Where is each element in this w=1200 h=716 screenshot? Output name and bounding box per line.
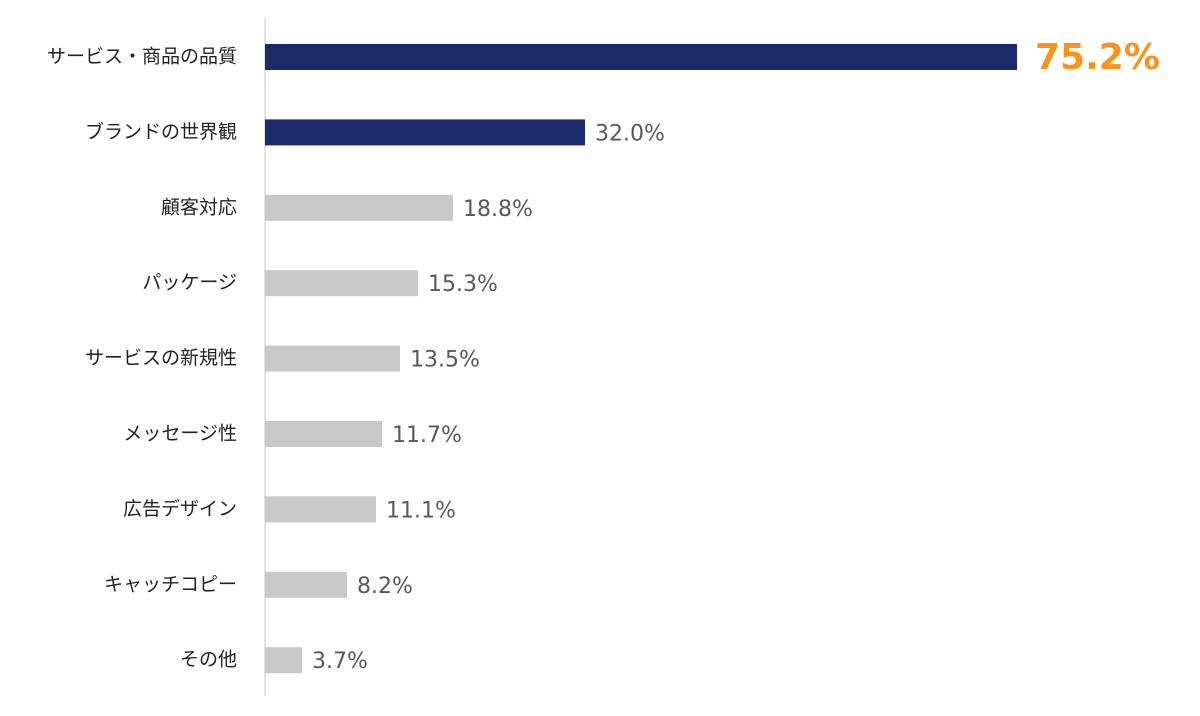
bar [265, 571, 347, 598]
value-label: 3.7% [312, 649, 368, 674]
category-label: メッセージ性 [123, 423, 237, 445]
category-label: 広告デザイン [123, 498, 237, 520]
value-label: 75.2% [1035, 37, 1160, 78]
bar [265, 119, 585, 146]
value-label: 32.0% [595, 121, 665, 146]
value-label: 13.5% [410, 348, 480, 373]
category-label: 顧客対応 [161, 196, 237, 218]
bar [265, 421, 382, 447]
category-label: サービス・商品の品質 [47, 46, 237, 68]
value-label: 15.3% [428, 272, 498, 297]
category-label: パッケージ [142, 272, 237, 294]
bar [265, 345, 400, 372]
value-label: 8.2% [357, 574, 413, 599]
value-label: 11.7% [392, 423, 462, 448]
category-label: その他 [180, 649, 237, 671]
category-label: キャッチコピー [104, 573, 237, 595]
value-label: 18.8% [463, 197, 533, 222]
category-label: ブランドの世界観 [85, 120, 237, 143]
bar [265, 44, 1017, 70]
value-label: 11.1% [386, 498, 456, 523]
category-label: サービスの新規性 [85, 347, 237, 369]
bar [265, 194, 453, 221]
bar [265, 496, 376, 523]
bar [265, 270, 418, 297]
bar [265, 647, 302, 674]
